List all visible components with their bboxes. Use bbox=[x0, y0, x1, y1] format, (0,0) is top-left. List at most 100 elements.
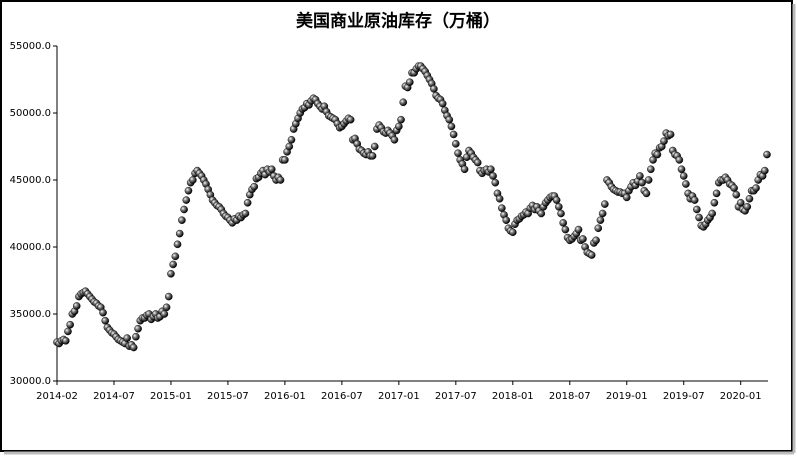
data-point bbox=[622, 193, 631, 202]
data-point bbox=[708, 209, 717, 218]
y-tick-label: 50000.0 bbox=[10, 108, 51, 119]
data-point bbox=[184, 186, 193, 195]
data-point bbox=[559, 219, 568, 227]
data-point bbox=[592, 236, 600, 245]
data-point bbox=[636, 172, 644, 180]
data-point bbox=[537, 209, 546, 218]
data-point bbox=[666, 130, 675, 139]
x-tick-label: 2016-01 bbox=[264, 391, 306, 402]
data-point bbox=[276, 176, 285, 184]
data-point bbox=[267, 165, 276, 174]
x-tick-label: 2014-07 bbox=[93, 391, 135, 402]
data-point bbox=[587, 251, 596, 259]
data-point bbox=[178, 216, 186, 224]
data-point bbox=[732, 190, 741, 199]
data-point bbox=[596, 216, 605, 224]
data-point bbox=[368, 152, 377, 160]
x-tick-label: 2019-01 bbox=[606, 391, 648, 402]
data-point bbox=[712, 189, 721, 198]
data-point bbox=[552, 196, 561, 204]
x-tick-label: 2016-07 bbox=[321, 391, 363, 402]
data-point bbox=[175, 229, 184, 238]
x-tick-label: 2017-07 bbox=[435, 391, 477, 402]
data-point bbox=[473, 158, 482, 167]
data-point bbox=[452, 140, 460, 148]
data-point bbox=[430, 85, 438, 93]
data-point bbox=[281, 156, 289, 164]
data-point bbox=[164, 292, 173, 301]
data-point bbox=[99, 308, 107, 317]
data-point bbox=[101, 316, 110, 325]
data-point bbox=[491, 178, 500, 187]
data-point bbox=[561, 225, 570, 234]
y-tick-label: 35000.0 bbox=[10, 309, 51, 320]
y-tick-label: 30000.0 bbox=[10, 376, 51, 387]
data-point bbox=[638, 178, 646, 187]
data-point bbox=[162, 303, 171, 312]
data-point bbox=[438, 99, 447, 108]
data-point bbox=[594, 224, 603, 233]
x-tick-label: 2014-02 bbox=[36, 391, 78, 402]
data-point bbox=[243, 198, 252, 207]
data-point bbox=[730, 184, 738, 192]
data-point bbox=[171, 252, 180, 261]
data-point bbox=[250, 182, 259, 191]
x-tick-label: 2015-01 bbox=[150, 391, 192, 402]
data-point bbox=[61, 336, 70, 345]
data-point bbox=[647, 165, 655, 174]
data-point bbox=[763, 150, 771, 159]
data-point bbox=[189, 176, 197, 184]
data-point bbox=[682, 180, 690, 188]
data-point bbox=[743, 202, 752, 211]
data-point bbox=[498, 204, 506, 212]
data-point bbox=[653, 150, 662, 159]
data-point bbox=[72, 302, 81, 310]
data-point bbox=[502, 216, 511, 224]
data-point bbox=[66, 320, 74, 329]
data-point bbox=[397, 115, 405, 124]
data-point bbox=[557, 209, 565, 218]
data-point bbox=[370, 142, 379, 151]
data-point bbox=[182, 196, 191, 204]
x-tick-label: 2020-01 bbox=[720, 391, 762, 402]
y-tick-label: 40000.0 bbox=[10, 242, 51, 253]
data-point bbox=[598, 209, 607, 218]
x-tick-label: 2017-01 bbox=[378, 391, 420, 402]
data-point bbox=[167, 269, 175, 278]
x-tick-label: 2018-07 bbox=[549, 391, 591, 402]
data-point bbox=[449, 130, 458, 139]
data-point bbox=[169, 260, 177, 269]
data-point bbox=[487, 165, 495, 174]
data-point bbox=[489, 172, 497, 180]
data-point bbox=[160, 310, 169, 318]
data-point bbox=[660, 137, 668, 145]
data-point bbox=[285, 142, 294, 151]
data-point bbox=[445, 115, 454, 124]
data-point bbox=[180, 205, 188, 214]
data-point bbox=[173, 240, 182, 249]
data-point bbox=[129, 343, 138, 352]
data-point bbox=[644, 176, 653, 184]
data-point bbox=[509, 228, 517, 237]
data-point bbox=[134, 324, 142, 333]
data-point bbox=[736, 198, 745, 207]
x-tick-label: 2018-01 bbox=[492, 391, 534, 402]
data-point bbox=[752, 184, 760, 192]
data-point bbox=[241, 209, 250, 218]
y-tick-label: 55000.0 bbox=[10, 41, 51, 52]
data-point bbox=[579, 235, 587, 243]
data-point bbox=[447, 122, 456, 131]
data-point bbox=[287, 135, 296, 144]
data-point bbox=[555, 202, 563, 211]
data-point bbox=[346, 115, 355, 124]
data-point bbox=[395, 122, 403, 131]
data-point bbox=[132, 332, 140, 341]
x-tick-label: 2015-07 bbox=[207, 391, 249, 402]
data-point bbox=[690, 196, 699, 204]
y-tick-label: 45000.0 bbox=[10, 175, 51, 186]
frame bbox=[0, 0, 793, 452]
data-point bbox=[710, 198, 719, 207]
data-point bbox=[677, 165, 686, 174]
data-point bbox=[679, 172, 688, 180]
